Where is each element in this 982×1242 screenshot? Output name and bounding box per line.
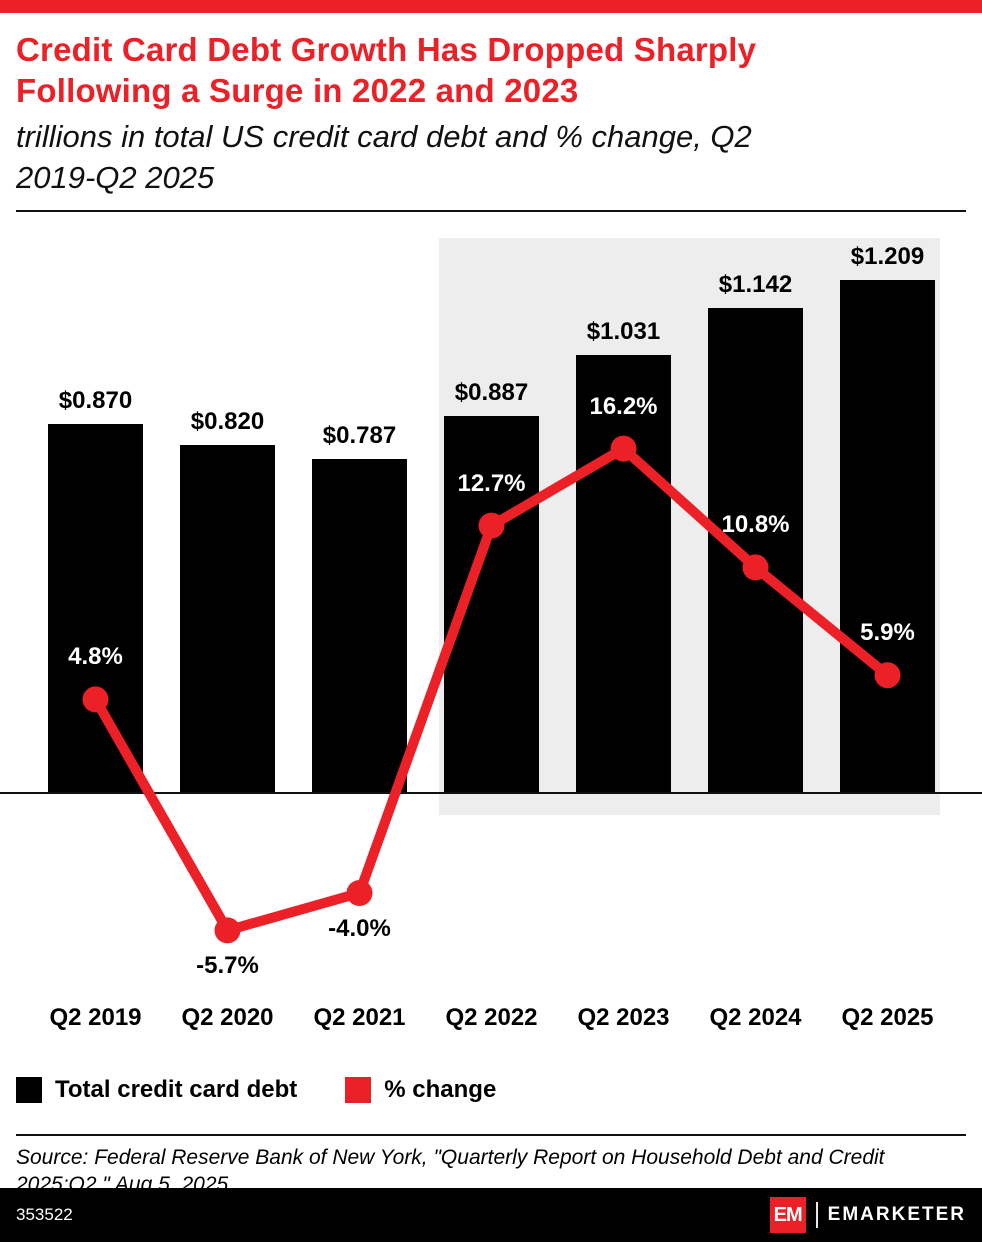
chart-title-line1: Credit Card Debt Growth Has Dropped Shar…	[16, 31, 757, 68]
line-marker	[346, 880, 373, 906]
bar-q2-2021	[312, 458, 407, 792]
brand-name: EMARKETER	[827, 1204, 966, 1225]
legend: Total credit card debt % change	[16, 1076, 966, 1104]
line-marker	[610, 435, 637, 462]
line-marker	[82, 686, 109, 713]
legend-label-total-debt: Total credit card debt	[55, 1076, 298, 1103]
bar-value-label: $0.870	[58, 386, 133, 414]
bar-value-label: $0.887	[454, 379, 529, 407]
x-axis-label: Q2 2023	[577, 1004, 670, 1031]
x-axis-line	[0, 792, 982, 794]
source-divider	[16, 1134, 966, 1136]
bar-value-label: $1.031	[586, 318, 661, 346]
source-line1: Source: Federal Reserve Bank of New York…	[16, 1146, 885, 1169]
em-logo-icon: EM	[769, 1197, 806, 1233]
line-marker	[478, 512, 505, 539]
chart-subtitle-line1: trillions in total US credit card debt a…	[16, 119, 752, 154]
x-axis-label: Q2 2025	[841, 1004, 934, 1031]
x-axis-label: Q2 2022	[445, 1004, 538, 1031]
pct-change-label: 10.8%	[721, 511, 790, 539]
x-axis-label: Q2 2024	[709, 1004, 802, 1031]
chart-subtitle: trillions in total US credit card debt a…	[16, 116, 966, 198]
bar-value-label: $0.820	[190, 407, 265, 435]
emarketer-logo: EM EMARKETER	[769, 1197, 966, 1233]
combo-bar-line-chart: $0.870 $0.820 $0.787 $0.887 $1.031 $1.142 $1.2…	[0, 220, 982, 1050]
bar-q2-2023	[576, 355, 671, 792]
chart-header: Credit Card Debt Growth Has Dropped Shar…	[0, 13, 982, 198]
chart-subtitle-line2: 2019-Q2 2025	[16, 160, 215, 195]
header-divider	[16, 210, 966, 212]
bar-value-label: $0.787	[322, 421, 397, 449]
x-axis-label: Q2 2020	[181, 1004, 274, 1031]
legend-item-total-debt: Total credit card debt	[16, 1076, 297, 1104]
x-axis-label: Q2 2019	[49, 1004, 142, 1031]
bar-q2-2020	[180, 444, 275, 792]
legend-bar-swatch-icon	[16, 1077, 42, 1103]
line-marker	[742, 554, 769, 581]
bar-value-label: $1.209	[850, 242, 925, 270]
chart-title: Credit Card Debt Growth Has Dropped Shar…	[16, 29, 966, 111]
legend-item-pct-change: % change	[345, 1076, 496, 1104]
pct-change-label: 12.7%	[457, 469, 526, 497]
bar-q2-2025	[840, 279, 935, 792]
bar-q2-2024	[708, 308, 803, 792]
bar-q2-2019	[48, 423, 143, 792]
legend-line-swatch-icon	[345, 1077, 372, 1103]
pct-change-label: 4.8%	[68, 643, 123, 671]
pct-change-label: 5.9%	[860, 619, 915, 647]
bar-value-label: $1.142	[718, 271, 793, 299]
x-axis-label: Q2 2021	[313, 1004, 406, 1031]
chart-title-line2: Following a Surge in 2022 and 2023	[16, 72, 579, 109]
pct-change-label: -5.7%	[196, 952, 259, 980]
logo-divider	[815, 1202, 818, 1228]
pct-change-line	[82, 435, 901, 944]
line-marker	[214, 917, 241, 944]
pct-change-label: -4.0%	[328, 915, 391, 942]
line-marker	[874, 662, 901, 689]
legend-label-pct-change: % change	[384, 1076, 497, 1103]
footer-bar: 353522 EM EMARKETER	[0, 1188, 982, 1242]
top-accent-bar	[0, 0, 982, 13]
chart-number: 353522	[16, 1205, 73, 1224]
pct-change-label: 16.2%	[589, 392, 658, 420]
